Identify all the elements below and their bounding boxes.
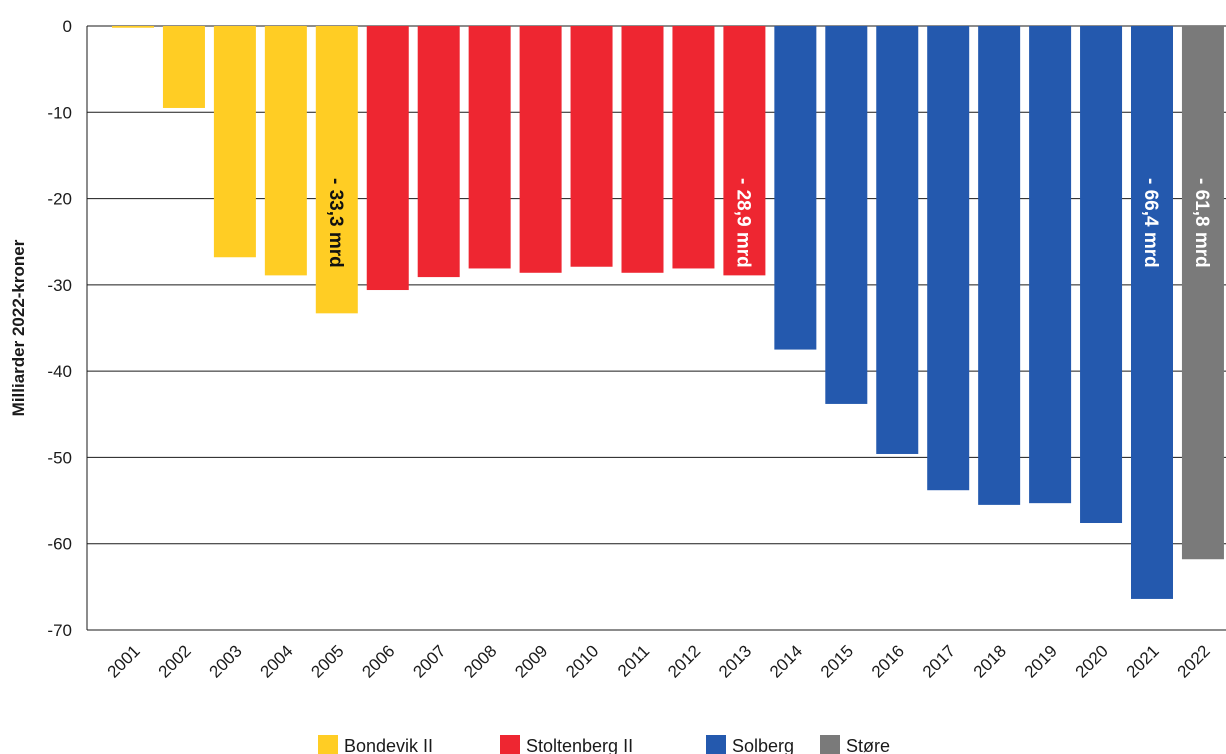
y-tick-label: -40	[47, 362, 72, 381]
bars	[112, 26, 1224, 599]
bar-annotation: - 33,3 mrd	[325, 178, 346, 268]
y-tick-label: -30	[47, 276, 72, 295]
x-tick-label: 2010	[562, 641, 602, 681]
legend-label: Stoltenberg II	[526, 736, 633, 754]
x-tick-label: 2014	[766, 641, 806, 681]
x-tick-label: 2021	[1123, 641, 1163, 681]
legend-swatch	[318, 735, 338, 754]
x-tick-label: 2015	[817, 641, 857, 681]
x-tick-label: 2002	[155, 641, 195, 681]
bar-2010	[570, 26, 613, 267]
bar-2015	[825, 26, 868, 404]
bar-2008	[468, 26, 511, 269]
x-tick-label: 2022	[1174, 641, 1214, 681]
legend-swatch	[706, 735, 726, 754]
x-tick-label: 2018	[970, 641, 1010, 681]
bar-annotation: - 61,8 mrd	[1191, 178, 1212, 268]
bar-2003	[213, 26, 256, 258]
bar-2011	[621, 26, 664, 273]
x-axis-ticks: 2001 2002 2003 2004 2005 2006 2007 2008 2009 2010…	[104, 641, 1214, 681]
y-tick-label: 0	[63, 17, 72, 36]
x-tick-label: 2017	[919, 641, 959, 681]
bar-2021	[1131, 26, 1173, 599]
x-tick-label: 2009	[511, 641, 551, 681]
legend-swatch	[820, 735, 840, 754]
bar-2007	[417, 26, 460, 278]
x-tick-label: 2013	[715, 641, 755, 681]
x-tick-label: 2008	[460, 641, 500, 681]
bar-2004	[264, 26, 307, 276]
bar-2013	[723, 26, 766, 276]
x-tick-label: 2020	[1072, 641, 1112, 681]
bar-2018	[978, 26, 1021, 505]
x-tick-label: 2005	[307, 641, 347, 681]
bar-2009	[519, 26, 562, 273]
x-tick-label: 2003	[206, 641, 246, 681]
bar-2014	[774, 26, 817, 350]
bar-2022	[1181, 26, 1224, 560]
bar-2005	[315, 26, 358, 314]
bar-2012	[672, 26, 715, 269]
bar-2001	[112, 26, 154, 28]
x-tick-label: 2004	[256, 641, 296, 681]
y-tick-label: -50	[47, 448, 72, 467]
bar-2017	[927, 26, 970, 491]
x-tick-label: 2012	[664, 641, 704, 681]
y-tick-label: -20	[47, 190, 72, 209]
legend: Bondevik II Stoltenberg II Solberg Støre	[318, 735, 890, 754]
y-axis-label: Milliarder 2022-kroner	[9, 239, 28, 416]
x-tick-label: 2006	[358, 641, 398, 681]
x-tick-label: 2001	[104, 641, 144, 681]
y-tick-label: -10	[47, 103, 72, 122]
bar-annotation: - 66,4 mrd	[1140, 178, 1161, 268]
y-tick-label: -60	[47, 535, 72, 554]
legend-label: Solberg	[732, 736, 794, 754]
x-tick-label: 2007	[409, 641, 449, 681]
legend-label: Støre	[846, 736, 890, 754]
legend-label: Bondevik II	[344, 736, 433, 754]
bar-2006	[366, 26, 409, 291]
x-tick-label: 2016	[868, 641, 908, 681]
y-tick-label: -70	[47, 621, 72, 640]
x-tick-label: 2011	[614, 641, 653, 680]
bar-annotation: - 28,9 mrd	[732, 178, 753, 268]
bar-annotations: - 33,3 mrd - 28,9 mrd - 66,4 mrd - 61,8 mrd	[325, 178, 1212, 268]
y-axis-ticks: 0 -10 -20 -30 -40 -50 -60 -70	[47, 17, 72, 640]
bar-2019	[1029, 26, 1072, 504]
legend-swatch	[500, 735, 520, 754]
bar-2002	[162, 26, 205, 108]
x-tick-label: 2019	[1021, 641, 1061, 681]
bar-2020	[1080, 26, 1123, 524]
bar-2016	[876, 26, 919, 454]
